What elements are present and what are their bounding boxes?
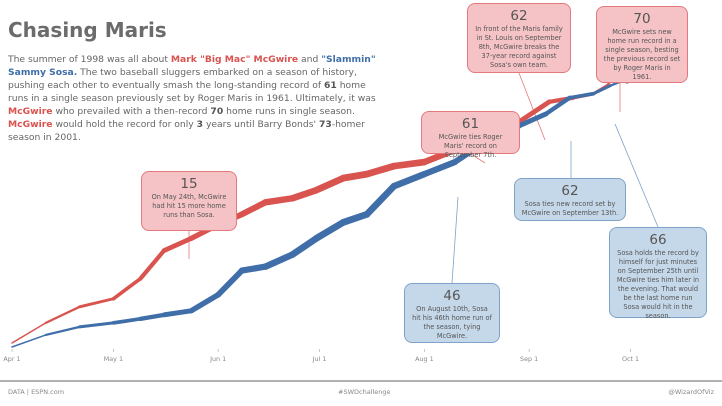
callout-number: 62 — [510, 8, 528, 24]
series-segment — [111, 317, 143, 325]
callout-62-mcgwire: 62 In front of the Maris family in St. L… — [467, 3, 571, 73]
x-tick-label: Oct 1 — [622, 355, 639, 363]
series-segment — [363, 182, 398, 218]
callout-number: 66 — [649, 232, 667, 248]
callout-62-sosa: 62 Sosa ties new record set by McGwire o… — [514, 178, 626, 221]
series-segment — [543, 95, 572, 116]
intro-text: and — [298, 54, 322, 65]
series-segment — [238, 263, 269, 274]
series-segment — [111, 276, 143, 301]
series-segment — [262, 195, 296, 206]
series-segment — [44, 325, 81, 337]
series-segment — [289, 235, 320, 258]
series-segment — [390, 170, 428, 190]
series-segment — [312, 218, 347, 242]
intro-paragraph: The summer of 1998 was all about Mark "B… — [8, 53, 388, 144]
page-title: Chasing Maris — [8, 18, 167, 42]
callout-text: Sosa holds the record by himself for jus… — [616, 249, 700, 320]
mcgwire-name: McGwire — [8, 106, 53, 117]
callout-text: In front of the Maris family in St. Loui… — [475, 25, 563, 69]
series-group — [11, 64, 630, 348]
intro-text: years until Barry Bonds' — [203, 119, 319, 130]
series-segment — [78, 321, 115, 329]
series-segment — [421, 150, 448, 166]
x-tick-label: Jun 1 — [209, 355, 226, 363]
intro-text: The summer of 1998 was all about — [8, 54, 171, 65]
series-segment — [591, 84, 612, 96]
intro-text: home runs in single season. — [223, 106, 355, 117]
series-segment — [567, 91, 596, 100]
x-tick-label: May 1 — [104, 355, 123, 363]
footer-hashtag: #SWDchallenge — [338, 388, 391, 396]
series-segment — [161, 308, 194, 318]
sosa-name: "Slammin" Sammy Sosa. — [8, 54, 376, 78]
footer-handle: @WizardOfViz — [668, 388, 714, 396]
callout-leader-line — [451, 196, 459, 284]
callout-61: 61 McGwire ties Roger Maris' record on S… — [421, 111, 520, 159]
series-segment — [312, 174, 347, 194]
intro-text: -homer season in 2001. — [8, 119, 365, 143]
callout-number: 61 — [461, 116, 480, 132]
series-segment — [215, 267, 245, 298]
series-segment — [138, 248, 167, 281]
series-segment — [78, 297, 115, 309]
callout-text: McGwire ties Roger Maris' record on Sept… — [438, 133, 503, 159]
record-61: 61 — [323, 80, 337, 91]
x-tick-label: Jul 1 — [312, 355, 327, 363]
series-segment — [516, 99, 552, 125]
series-segment — [289, 186, 320, 202]
series-segment — [390, 158, 428, 170]
series-segment — [421, 158, 458, 178]
series-segment — [188, 292, 221, 314]
series-segment — [11, 322, 47, 344]
callout-70: 70 McGwire sets new home run record in a… — [596, 6, 688, 83]
intro-text: who prevailed with a then-record — [52, 106, 211, 117]
x-axis: Apr 1 May 1 Jun 1 Jul 1 Aug 1 Sep 1 Oct 1 — [3, 349, 639, 363]
series-segment — [238, 199, 269, 218]
record-73: 73 — [318, 119, 332, 130]
callout-leader-line — [614, 123, 659, 228]
series-segment — [363, 162, 398, 178]
callout-number: 15 — [180, 176, 198, 192]
callout-number: 46 — [443, 288, 461, 304]
series-segment — [516, 111, 549, 129]
mcgwire-name: Mark "Big Mac" McGwire — [170, 54, 299, 65]
series-segment — [339, 210, 371, 226]
sosa-series — [11, 79, 630, 348]
series-segment — [339, 170, 371, 182]
callout-number: 70 — [633, 11, 651, 27]
x-tick-label: Aug 1 — [415, 355, 434, 363]
x-tick-label: Sep 1 — [520, 355, 538, 363]
callout-text: Sosa ties new record set by McGwire on S… — [521, 200, 619, 217]
intro-text: home runs in a single season previously … — [8, 80, 376, 104]
series-segment — [262, 251, 296, 270]
callout-text: On August 10th, Sosa hit his 46th home r… — [412, 305, 492, 340]
intro-text: The two baseball sluggers embarked on a … — [8, 67, 357, 91]
footer-source: DATA | ESPN.com — [8, 388, 65, 396]
callout-leader-line — [518, 72, 546, 141]
callout-46: 46 On August 10th, Sosa hit his 46th hom… — [404, 283, 500, 343]
callout-text: McGwire sets new home run record in a si… — [603, 28, 681, 81]
intro-text: would hold the record for only — [52, 119, 197, 130]
callout-number: 62 — [561, 183, 579, 199]
callout-text: On May 24th, McGwire had hit 15 more hom… — [151, 193, 227, 219]
series-segment — [44, 305, 81, 325]
series-segment — [161, 236, 194, 253]
record-70: 70 — [210, 106, 224, 117]
callout-leaders — [188, 72, 659, 284]
years-3: 3 — [196, 119, 204, 130]
callout-15: 15 On May 24th, McGwire had hit 15 more … — [141, 171, 237, 231]
series-segment — [138, 312, 167, 322]
x-tick-label: Apr 1 — [3, 355, 20, 363]
series-segment — [11, 334, 47, 348]
callout-leader-line — [470, 153, 486, 164]
callout-66: 66 Sosa holds the record by himself for … — [609, 227, 707, 320]
mcgwire-name: McGwire — [8, 119, 53, 130]
